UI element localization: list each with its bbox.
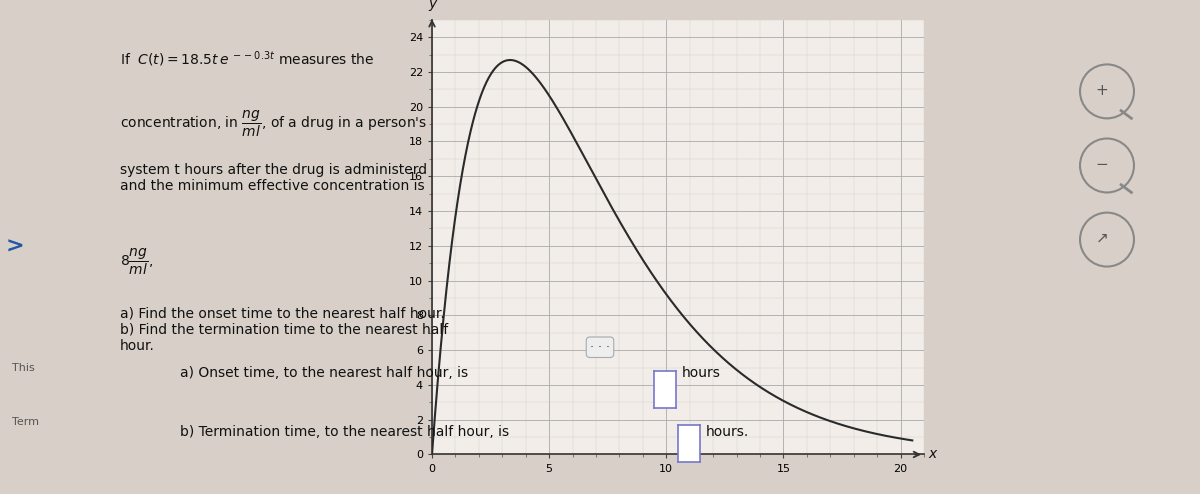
Text: x: x [929,448,937,461]
Text: +: + [1096,82,1109,98]
Text: If  $C(t) = 18.5t\,e^{\,--0.3t}$ measures the: If $C(t) = 18.5t\,e^{\,--0.3t}$ measures… [120,49,374,69]
Text: ↗: ↗ [1096,231,1109,246]
Text: a) Find the onset time to the nearest half hour.
b) Find the termination time to: a) Find the onset time to the nearest ha… [120,306,449,353]
Text: >: > [6,237,25,257]
Text: b) Termination time, to the nearest half hour, is: b) Termination time, to the nearest half… [180,425,509,439]
Text: system t hours after the drug is administerd
and the minimum effective concentra: system t hours after the drug is adminis… [120,163,427,193]
Text: · · ·: · · · [590,341,610,354]
Text: −: − [1096,157,1109,172]
Text: y: y [428,0,436,11]
Text: hours.: hours. [706,425,749,439]
Text: This: This [12,363,35,372]
Text: a) Onset time, to the nearest half hour, is: a) Onset time, to the nearest half hour,… [180,366,468,379]
Text: $8\dfrac{ng}{ml}$,: $8\dfrac{ng}{ml}$, [120,247,154,277]
Text: hours: hours [682,366,720,379]
Text: Term: Term [12,417,38,427]
Text: concentration, in $\dfrac{ng}{ml}$, of a drug in a person's: concentration, in $\dfrac{ng}{ml}$, of a… [120,109,427,139]
